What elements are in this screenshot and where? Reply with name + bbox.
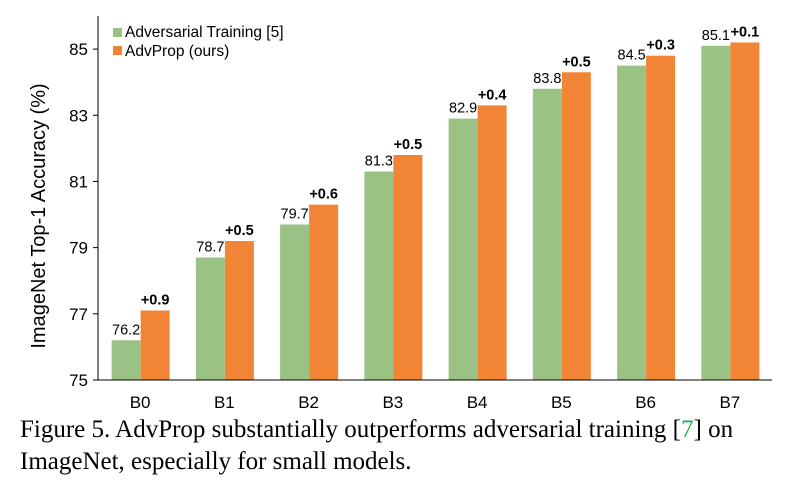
y-tick-label: 81 (69, 172, 88, 191)
bar-advprop (730, 42, 760, 381)
bar-advprop (561, 72, 591, 380)
figure-caption: Figure 5. AdvProp substantially outperfo… (20, 414, 780, 478)
legend: Adversarial Training [5] AdvProp (ours) (113, 24, 284, 60)
bar-adversarial-training (280, 224, 310, 380)
bars (111, 42, 760, 381)
bar-adversarial-training (617, 65, 647, 381)
gain-label: +0.5 (225, 223, 254, 239)
x-tick-label: B7 (719, 393, 740, 410)
bar-chart: ImageNet Top-1 Accuracy (%) 75 77 79 81 83 85… (28, 16, 772, 410)
legend-label-adversarial: Adversarial Training [5] (125, 24, 284, 41)
legend-label-advprop: AdvProp (ours) (125, 43, 229, 60)
bar-adversarial-training (195, 257, 225, 380)
bar-adversarial-training (701, 45, 731, 380)
gain-label: +0.4 (478, 87, 507, 103)
x-tick-label: B0 (130, 393, 151, 410)
bar-adversarial-training (448, 118, 478, 380)
bar-labels: 76.2+0.978.7+0.579.7+0.681.3+0.582.9+0.4… (112, 24, 759, 338)
caption-text-start: Figure 5. AdvProp substantially outperfo… (20, 416, 681, 443)
bar-adversarial-training (111, 340, 141, 380)
bar-adversarial-training (364, 171, 394, 380)
value-label: 84.5 (618, 48, 646, 64)
citation-link[interactable]: 7 (681, 416, 694, 443)
value-label: 81.3 (365, 154, 393, 170)
y-ticks: 75 77 79 81 83 85 (69, 40, 98, 390)
y-tick-label: 75 (69, 371, 88, 390)
bar-advprop (309, 204, 339, 380)
legend-swatch-adversarial (113, 28, 122, 37)
x-tick-label: B4 (467, 393, 488, 410)
y-tick-label: 83 (69, 106, 88, 125)
value-label: 85.1 (702, 28, 730, 44)
x-tick-label: B2 (298, 393, 319, 410)
bar-advprop (393, 154, 423, 380)
x-tick-label: B5 (551, 393, 572, 410)
gain-label: +0.1 (731, 24, 760, 40)
y-tick-label: 79 (69, 239, 88, 258)
gain-label: +0.5 (562, 54, 591, 70)
caption-text-end: ] on ImageNet, especially for small mode… (20, 416, 734, 475)
value-label: 83.8 (533, 71, 561, 87)
bar-adversarial-training (532, 88, 562, 381)
x-tick-label: B1 (214, 393, 235, 410)
legend-swatch-advprop (113, 46, 122, 55)
y-axis-label-group: ImageNet Top-1 Accuracy (%) (28, 83, 50, 348)
bar-advprop (477, 105, 507, 380)
bar-advprop (224, 241, 254, 380)
y-axis-label: ImageNet Top-1 Accuracy (%) (28, 83, 50, 348)
bar-advprop (140, 310, 170, 380)
gain-label: +0.5 (394, 137, 423, 153)
bar-advprop (646, 55, 676, 380)
y-tick-label: 85 (69, 40, 88, 59)
x-tick-label: B3 (382, 393, 403, 410)
value-label: 82.9 (449, 101, 477, 117)
gain-label: +0.9 (141, 293, 170, 309)
gain-label: +0.6 (309, 187, 338, 203)
x-tick-label: B6 (635, 393, 656, 410)
x-ticks: B0 B1 B2 B3 B4 B5 B6 B7 (130, 393, 741, 410)
y-tick-label: 77 (69, 305, 88, 324)
value-label: 76.2 (112, 322, 140, 338)
value-label: 78.7 (196, 240, 224, 256)
value-label: 79.7 (281, 206, 309, 222)
gain-label: +0.3 (646, 38, 675, 54)
